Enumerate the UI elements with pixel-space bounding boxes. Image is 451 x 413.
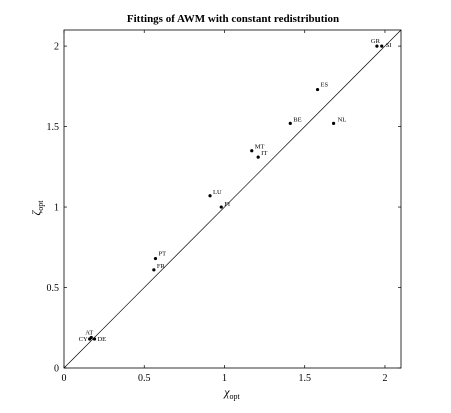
data-point-cy [88,337,92,341]
y-tick-label: 0 [54,364,59,375]
x-axis: 0 0.5 1 1.5 2 [62,30,387,384]
diagonal-reference-line [63,29,402,369]
y-axis-symbol: ζ [29,210,43,216]
y-tick-label: 1.5 [47,122,60,133]
data-point-de [92,337,97,341]
data-point-si [380,44,384,48]
point-label-at: AT [85,329,93,336]
data-point-es [315,87,320,92]
point-label-lu: LU [213,189,222,196]
chart-title: Fittings of AWM with constant redistribu… [127,13,339,25]
point-label-si: SI [386,42,392,49]
x-tick-label: 1 [222,373,227,384]
y-axis: 0 0.5 1 1.5 2 [47,42,401,375]
data-point-fi [219,205,223,209]
point-label-fr: FR [157,263,166,270]
x-axis-subscript: opt [230,392,241,401]
data-point-be [288,121,292,125]
data-point-pt [153,256,158,261]
data-point-nl [332,121,336,125]
data-point-fr [152,268,156,272]
point-label-de: DE [97,336,106,343]
x-tick-label: 0.5 [138,373,151,384]
data-point-gr [375,44,379,48]
data-point-mt [250,149,254,153]
plot-frame [63,29,402,369]
x-axis-symbol: χ [223,385,230,399]
data-point-it [256,155,260,159]
point-label-it: IT [261,150,267,157]
point-label-es: ES [321,82,329,89]
point-label-mt: MT [255,144,265,151]
y-axis-subscript: opt [36,200,45,211]
x-tick-label: 1.5 [298,373,311,384]
point-label-fi: FI [224,201,230,208]
y-axis-label: ζopt [29,200,45,216]
x-tick-label: 2 [382,373,387,384]
point-label-cy: CY [79,336,88,343]
point-label-gr: GR [371,38,381,45]
point-label-nl: NL [338,116,347,123]
y-tick-label: 2 [54,42,59,53]
data-point-lu [208,194,212,198]
point-label-be: BE [293,116,301,123]
x-tick-label: 0 [62,373,67,384]
y-tick-label: 1 [54,203,59,214]
y-tick-label: 0.5 [47,283,60,294]
point-label-pt: PT [158,251,166,258]
x-axis-label: χopt [223,385,240,401]
